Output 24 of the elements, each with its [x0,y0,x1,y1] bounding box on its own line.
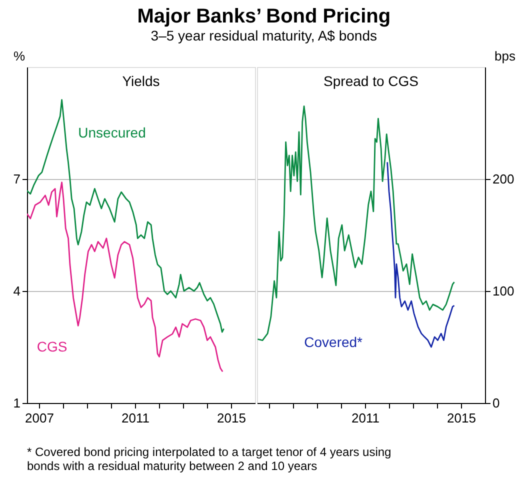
line-series [27,182,224,372]
series-label: Unsecured [78,124,146,141]
x-tick-label: 2015 [447,410,476,426]
series-label: CGS [36,338,68,355]
annotation: Spread to CGS [324,73,418,89]
line-series [27,99,224,333]
chart-title: Major Banks’ Bond Pricing [137,6,391,28]
x-tick-label: 2011 [352,410,380,426]
y-axis-title: bps [494,48,516,64]
y-tick-label: 100 [492,284,514,298]
x-tick-label: 2015 [217,410,246,426]
x-tick-label: 2011 [122,410,150,426]
y-tick-label: 4 [13,284,20,298]
y-tick-label: 7 [13,172,20,186]
y-tick-label: 200 [492,172,514,186]
text: Covered* [304,334,364,350]
y-tick-label: 0 [492,396,500,410]
y-tick-label: 1 [13,396,20,410]
chart-subtitle: 3–5 year residual maturity, A$ bonds [150,28,377,44]
annotation: Yields [122,73,160,89]
y-axis-title: % [14,48,26,64]
x-tick-label: 2007 [25,410,54,426]
line-series [386,162,455,348]
text: * Covered bond pricing interpolated to a target tenor of 4 years using bonds with a residual maturity between 2 and 10 years [27,445,392,473]
